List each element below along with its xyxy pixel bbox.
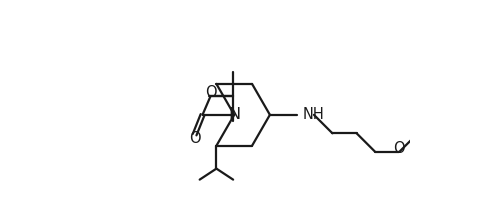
Text: O: O — [394, 141, 405, 156]
Text: O: O — [189, 131, 200, 146]
Text: O: O — [204, 85, 216, 100]
Text: NH: NH — [303, 107, 324, 122]
Text: N: N — [228, 107, 240, 122]
